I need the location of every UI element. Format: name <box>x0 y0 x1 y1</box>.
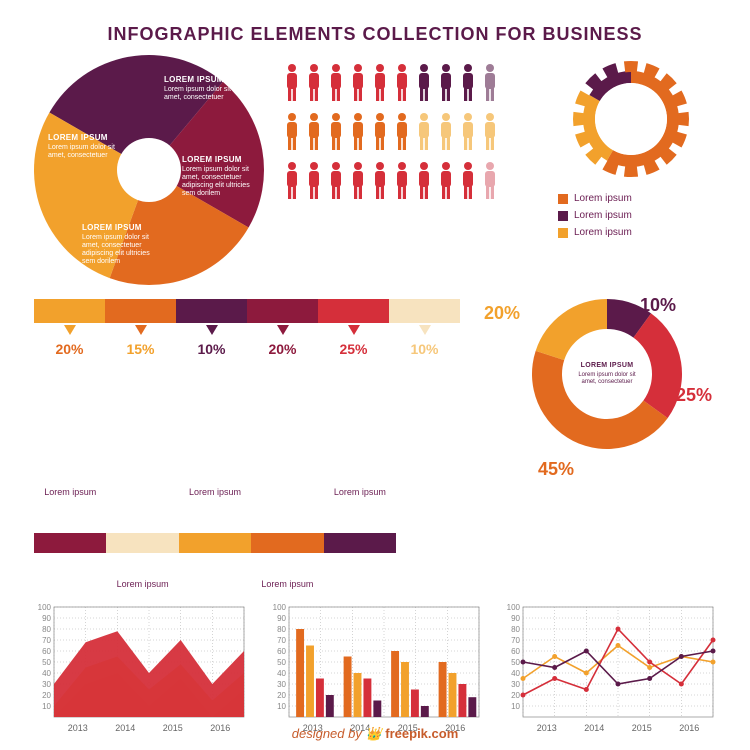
svg-text:90: 90 <box>511 614 520 623</box>
svg-text:30: 30 <box>277 680 286 689</box>
gear-chart: Lorem ipsum Lorem ipsum Lorem ipsum <box>546 55 716 285</box>
ring-chart: LOREM IPSUMLorem ipsum dolor sit amet, c… <box>486 299 716 479</box>
svg-text:20: 20 <box>511 691 520 700</box>
svg-text:40: 40 <box>277 669 286 678</box>
timeline: Lorem ipsumLorem ipsumLorem ipsum Lorem … <box>34 487 396 589</box>
svg-text:40: 40 <box>511 669 520 678</box>
donut-chart: LOREM IPSUMLorem ipsum dolor sit amet, c… <box>34 55 264 285</box>
footer-credit: designed by 👑 freepik.com <box>0 726 750 742</box>
svg-text:70: 70 <box>277 636 286 645</box>
svg-text:10: 10 <box>511 702 520 711</box>
svg-text:10: 10 <box>42 702 51 711</box>
svg-text:80: 80 <box>277 625 286 634</box>
svg-text:50: 50 <box>277 658 286 667</box>
svg-text:100: 100 <box>507 603 521 612</box>
pictogram-people <box>282 55 528 285</box>
area-chart: 1020304050607080901002013201420152016 <box>30 603 251 738</box>
page-title: INFOGRAPHIC ELEMENTS COLLECTION FOR BUSI… <box>0 0 750 55</box>
svg-text:50: 50 <box>42 658 51 667</box>
legend-item: Lorem ipsum <box>558 193 704 204</box>
svg-text:60: 60 <box>511 647 520 656</box>
svg-text:70: 70 <box>42 636 51 645</box>
legend-item: Lorem ipsum <box>558 210 704 221</box>
svg-text:20: 20 <box>42 691 51 700</box>
svg-text:70: 70 <box>511 636 520 645</box>
svg-text:30: 30 <box>511 680 520 689</box>
svg-text:90: 90 <box>277 614 286 623</box>
svg-text:30: 30 <box>42 680 51 689</box>
svg-text:20: 20 <box>277 691 286 700</box>
svg-text:100: 100 <box>272 603 286 612</box>
svg-text:80: 80 <box>42 625 51 634</box>
svg-text:60: 60 <box>42 647 51 656</box>
svg-text:80: 80 <box>511 625 520 634</box>
svg-text:10: 10 <box>277 702 286 711</box>
pointer-bar: 20%15%10%20%25%10% <box>34 299 460 479</box>
line-chart: 1020304050607080901002013201420152016 <box>499 603 720 738</box>
svg-text:60: 60 <box>277 647 286 656</box>
svg-text:90: 90 <box>42 614 51 623</box>
svg-text:100: 100 <box>38 603 52 612</box>
svg-text:50: 50 <box>511 658 520 667</box>
bar-chart: 1020304050607080901002013201420152016 <box>265 603 486 738</box>
legend-item: Lorem ipsum <box>558 227 704 238</box>
svg-text:40: 40 <box>42 669 51 678</box>
